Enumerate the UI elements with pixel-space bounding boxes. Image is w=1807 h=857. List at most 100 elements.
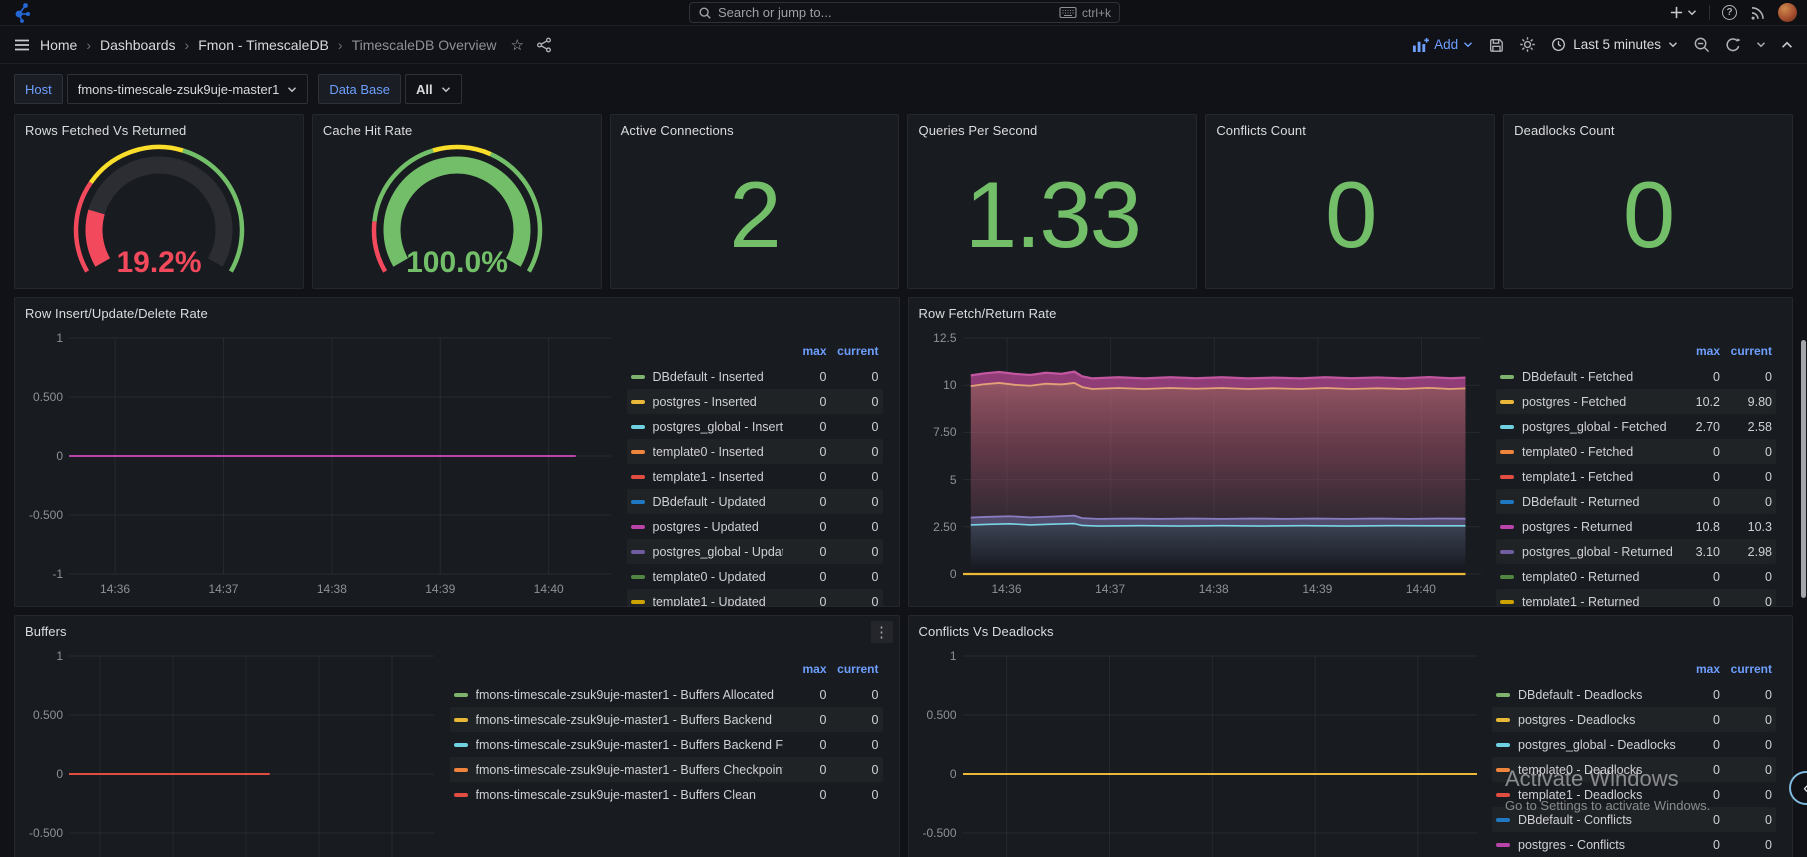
panel-title[interactable]: Deadlocks Count [1504, 115, 1792, 138]
legend-row[interactable]: fmons-timescale-zsuk9uje-master1 - Buffe… [450, 782, 883, 807]
y-axis-tick: 10 [917, 378, 957, 392]
plot-area[interactable]: 10.5000-0.500-114:3614:3714:3814:3914:40 [917, 646, 1489, 857]
plot-area[interactable]: 10.5000-0.500-114:3614:3714:3814:3914:40 [23, 328, 623, 606]
series-color-swatch [454, 743, 468, 747]
panel-title[interactable]: Buffers [15, 616, 899, 639]
legend-row[interactable]: postgres - Deadlocks00 [1492, 707, 1776, 732]
series-max-value: 0 [783, 788, 827, 802]
series-current-value: 0 [1720, 595, 1772, 607]
legend-row[interactable]: template1 - Returned00 [1496, 589, 1776, 606]
series-color-swatch [454, 718, 468, 722]
legend-row[interactable]: postgres_global - Updated00 [627, 539, 883, 564]
legend-col-max[interactable]: max [1676, 344, 1720, 364]
timeseries-chart[interactable]: 10.5000-0.500-114:3614:3714:3814:3914:40… [23, 646, 891, 857]
dashboard-settings-gear-icon[interactable] [1519, 36, 1536, 53]
legend-col-current[interactable]: current [827, 662, 879, 682]
dashboard-nav-bar: Home › Dashboards › Fmon - TimescaleDB ›… [0, 26, 1807, 64]
refresh-interval-chevron-icon[interactable] [1756, 41, 1766, 48]
legend-row[interactable]: DBdefault - Inserted00 [627, 364, 883, 389]
legend-row[interactable]: postgres_global - Returned3.102.98 [1496, 539, 1776, 564]
legend-col-max[interactable]: max [783, 662, 827, 682]
add-panel-button[interactable]: Add [1412, 37, 1473, 53]
legend-row[interactable]: template0 - Updated00 [627, 564, 883, 589]
breadcrumb-home[interactable]: Home [40, 37, 77, 53]
legend-row[interactable]: DBdefault - Conflicts00 [1492, 807, 1776, 832]
panel-title[interactable]: Active Connections [611, 115, 899, 138]
database-filter-select[interactable]: All [405, 74, 462, 104]
host-filter-select[interactable]: fmons-timescale-zsuk9uje-master1 [67, 74, 309, 104]
gauge-chart[interactable]: 100.0% [313, 143, 601, 286]
legend-row[interactable]: postgres - Updated00 [627, 514, 883, 539]
page-scrollbar[interactable] [1801, 340, 1806, 598]
legend-row[interactable]: DBdefault - Deadlocks00 [1492, 682, 1776, 707]
legend-row[interactable]: postgres - Returned10.810.3 [1496, 514, 1776, 539]
legend-row[interactable]: postgres_global - Inserted00 [627, 414, 883, 439]
series-label: postgres - Fetched [1522, 395, 1676, 409]
favorite-star-icon[interactable]: ☆ [511, 36, 524, 54]
legend-col-current[interactable]: current [1720, 662, 1772, 682]
share-icon[interactable] [536, 37, 552, 53]
series-current-value: 0 [827, 495, 879, 509]
legend-row[interactable]: template0 - Fetched00 [1496, 439, 1776, 464]
legend-col-max[interactable]: max [1676, 662, 1720, 682]
legend-row[interactable]: template0 - Deadlocks00 [1492, 757, 1776, 782]
legend-row[interactable]: postgres - Inserted00 [627, 389, 883, 414]
breadcrumb-dashboards[interactable]: Dashboards [100, 37, 176, 53]
legend-row[interactable]: fmons-timescale-zsuk9uje-master1 - Buffe… [450, 707, 883, 732]
grafana-logo-icon[interactable] [10, 1, 32, 25]
legend-row[interactable]: fmons-timescale-zsuk9uje-master1 - Buffe… [450, 682, 883, 707]
series-label: template1 - Fetched [1522, 470, 1676, 484]
legend-row[interactable]: postgres - Conflicts00 [1492, 832, 1776, 857]
legend-row[interactable]: template0 - Inserted00 [627, 439, 883, 464]
time-range-picker[interactable]: Last 5 minutes [1551, 37, 1678, 52]
legend-row[interactable]: template1 - Inserted00 [627, 464, 883, 489]
refresh-icon[interactable] [1725, 37, 1741, 53]
search-input[interactable] [718, 5, 1053, 20]
new-button[interactable] [1669, 5, 1697, 20]
panel-title[interactable]: Queries Per Second [908, 115, 1196, 138]
panel-menu-kebab-icon[interactable]: ⋮ [871, 621, 893, 643]
panel-title[interactable]: Rows Fetched Vs Returned [15, 115, 303, 138]
news-rss-icon[interactable] [1749, 4, 1766, 21]
zoom-out-time-icon[interactable] [1693, 36, 1710, 53]
menu-hamburger-icon[interactable] [14, 37, 30, 53]
timeseries-chart[interactable]: 12.5107.5052.50014:3614:3714:3814:3914:4… [917, 328, 1785, 606]
user-avatar[interactable] [1778, 3, 1797, 22]
legend-row[interactable]: postgres_global - Fetched2.702.58 [1496, 414, 1776, 439]
legend-row[interactable]: DBdefault - Returned00 [1496, 489, 1776, 514]
legend-row[interactable]: DBdefault - Updated00 [627, 489, 883, 514]
legend-row[interactable]: postgres_global - Deadlocks00 [1492, 732, 1776, 757]
legend-row[interactable]: fmons-timescale-zsuk9uje-master1 - Buffe… [450, 757, 883, 782]
legend-col-current[interactable]: current [1720, 344, 1772, 364]
series-max-value: 0 [783, 370, 827, 384]
timeseries-chart[interactable]: 10.5000-0.500-114:3614:3714:3814:3914:40… [917, 646, 1785, 857]
series-label: fmons-timescale-zsuk9uje-master1 - Buffe… [476, 763, 783, 777]
legend-row[interactable]: template1 - Deadlocks00 [1492, 782, 1776, 807]
panel-title[interactable]: Row Fetch/Return Rate [909, 298, 1793, 321]
y-axis-tick: 0.500 [23, 708, 63, 722]
legend-row[interactable]: template1 - Fetched00 [1496, 464, 1776, 489]
legend-row[interactable]: DBdefault - Fetched00 [1496, 364, 1776, 389]
x-axis-tick: 14:37 [1080, 582, 1140, 596]
timeseries-chart[interactable]: 10.5000-0.500-114:3614:3714:3814:3914:40… [23, 328, 891, 606]
help-icon[interactable]: ? [1722, 5, 1737, 20]
legend-row[interactable]: template0 - Returned00 [1496, 564, 1776, 589]
series-current-value: 0 [827, 688, 879, 702]
legend-col-max[interactable]: max [783, 344, 827, 364]
legend-row[interactable]: postgres - Fetched10.29.80 [1496, 389, 1776, 414]
breadcrumb-folder[interactable]: Fmon - TimescaleDB [198, 37, 329, 53]
collapse-chevron-up-icon[interactable] [1781, 41, 1793, 49]
gauge-chart[interactable]: 19.2% [15, 143, 303, 286]
panel-title[interactable]: Conflicts Count [1206, 115, 1494, 138]
panel-title[interactable]: Cache Hit Rate [313, 115, 601, 138]
panel-title[interactable]: Conflicts Vs Deadlocks [909, 616, 1793, 639]
global-search[interactable]: ctrl+k [689, 2, 1120, 23]
plot-area[interactable]: 12.5107.5052.50014:3614:3714:3814:3914:4… [917, 328, 1493, 606]
panel-title[interactable]: Row Insert/Update/Delete Rate [15, 298, 899, 321]
series-label: DBdefault - Updated [653, 495, 783, 509]
save-dashboard-icon[interactable] [1488, 37, 1504, 53]
legend-col-current[interactable]: current [827, 344, 879, 364]
legend-row[interactable]: template1 - Updated00 [627, 589, 883, 606]
legend-row[interactable]: fmons-timescale-zsuk9uje-master1 - Buffe… [450, 732, 883, 757]
plot-area[interactable]: 10.5000-0.500-114:3614:3714:3814:3914:40 [23, 646, 446, 857]
